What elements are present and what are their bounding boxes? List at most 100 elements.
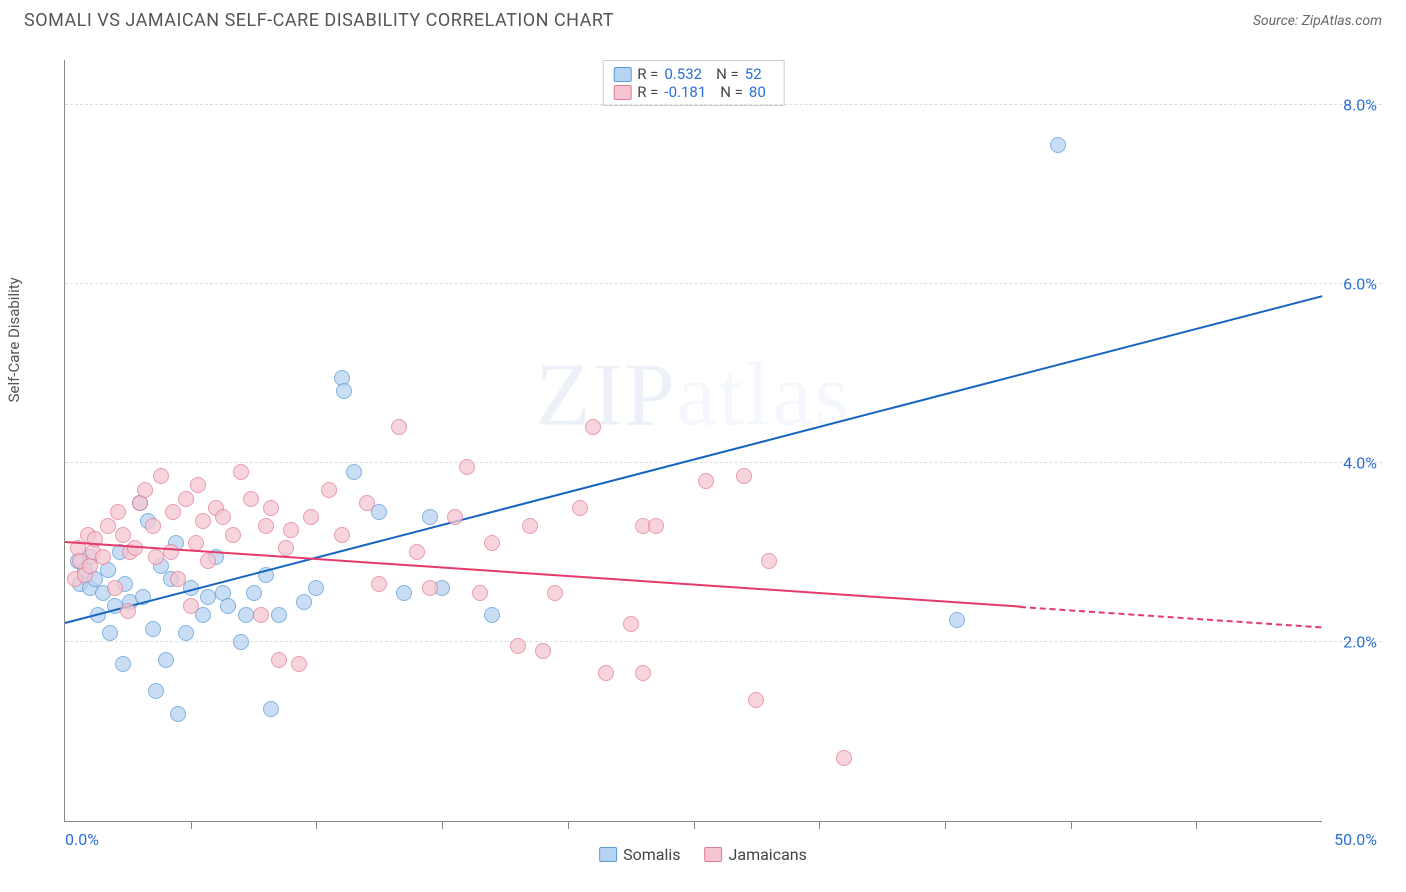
x-tick [568,821,569,829]
y-tick-label: 6.0% [1343,274,1377,293]
data-point [422,580,438,596]
data-point [220,598,236,614]
trend-line [65,295,1323,624]
data-point [422,509,438,525]
data-point [761,553,777,569]
trend-line [1020,606,1322,628]
data-point [200,553,216,569]
data-point [263,500,279,516]
data-point [359,495,375,511]
data-point [1050,137,1066,153]
data-point [183,598,199,614]
data-point [215,509,231,525]
data-point [233,634,249,650]
data-point [278,540,294,556]
legend-item-jamaicans: Jamaicans [705,845,807,864]
x-tick [1071,821,1072,829]
swatch-jamaicans [613,85,631,100]
data-point [698,473,714,489]
data-point [137,482,153,498]
stats-row-jamaicans: R = -0.181 N = 80 [613,83,774,101]
legend-item-somalis: Somalis [599,845,680,864]
data-point [736,468,752,484]
y-axis-label: Self-Care Disability [5,277,23,402]
gridline [65,283,1382,284]
data-point [572,500,588,516]
data-point [190,477,206,493]
data-point [598,665,614,681]
y-tick-label: 8.0% [1343,95,1377,114]
data-point [115,656,131,672]
data-point [472,585,488,601]
data-point [447,509,463,525]
data-point [165,504,181,520]
x-tick [819,821,820,829]
data-point [178,625,194,641]
data-point [225,527,241,543]
data-point [296,594,312,610]
y-tick-label: 2.0% [1343,632,1377,651]
data-point [623,616,639,632]
data-point [321,482,337,498]
x-tick [945,821,946,829]
data-point [291,656,307,672]
x-tick [694,821,695,829]
data-point [547,585,563,601]
x-axis-max-label: 50.0% [1334,830,1377,849]
data-point [253,607,269,623]
data-point [336,383,352,399]
data-point [535,643,551,659]
data-point [263,701,279,717]
data-point [107,580,123,596]
data-point [459,459,475,475]
data-point [110,504,126,520]
data-point [148,683,164,699]
data-point [120,603,136,619]
data-point [200,589,216,605]
data-point [145,621,161,637]
x-tick [442,821,443,829]
chart-source: Source: ZipAtlas.com [1253,13,1382,29]
data-point [170,571,186,587]
gridline [65,462,1382,463]
x-axis-min-label: 0.0% [65,830,99,849]
chart-title: SOMALI VS JAMAICAN SELF-CARE DISABILITY … [24,10,614,31]
data-point [522,518,538,534]
stats-row-somalis: R = 0.532 N = 52 [613,65,774,83]
data-point [195,513,211,529]
stats-legend: R = 0.532 N = 52 R = -0.181 N = 80 [602,60,785,106]
data-point [635,665,651,681]
data-point [158,652,174,668]
y-tick-label: 4.0% [1343,453,1377,472]
x-tick [316,821,317,829]
series-legend: Somalis Jamaicans [599,845,807,864]
gridline [65,104,1382,105]
data-point [238,607,254,623]
swatch-somalis [613,67,631,82]
data-point [334,527,350,543]
data-point [145,518,161,534]
scatter-plot-area: ZIPatlas R = 0.532 N = 52 R = -0.181 N =… [64,60,1322,822]
data-point [303,509,319,525]
data-point [258,518,274,534]
chart-wrap: Self-Care Disability ZIPatlas R = 0.532 … [24,40,1382,872]
x-tick [191,821,192,829]
data-point [949,612,965,628]
data-point [585,419,601,435]
data-point [391,419,407,435]
data-point [170,706,186,722]
data-point [371,576,387,592]
data-point [178,491,194,507]
data-point [271,607,287,623]
data-point [836,750,852,766]
data-point [346,464,362,480]
data-point [484,535,500,551]
data-point [115,527,131,543]
data-point [484,607,500,623]
data-point [243,491,259,507]
data-point [510,638,526,654]
data-point [148,549,164,565]
data-point [233,464,249,480]
x-tick [1196,821,1197,829]
chart-header: SOMALI VS JAMAICAN SELF-CARE DISABILITY … [0,0,1406,37]
